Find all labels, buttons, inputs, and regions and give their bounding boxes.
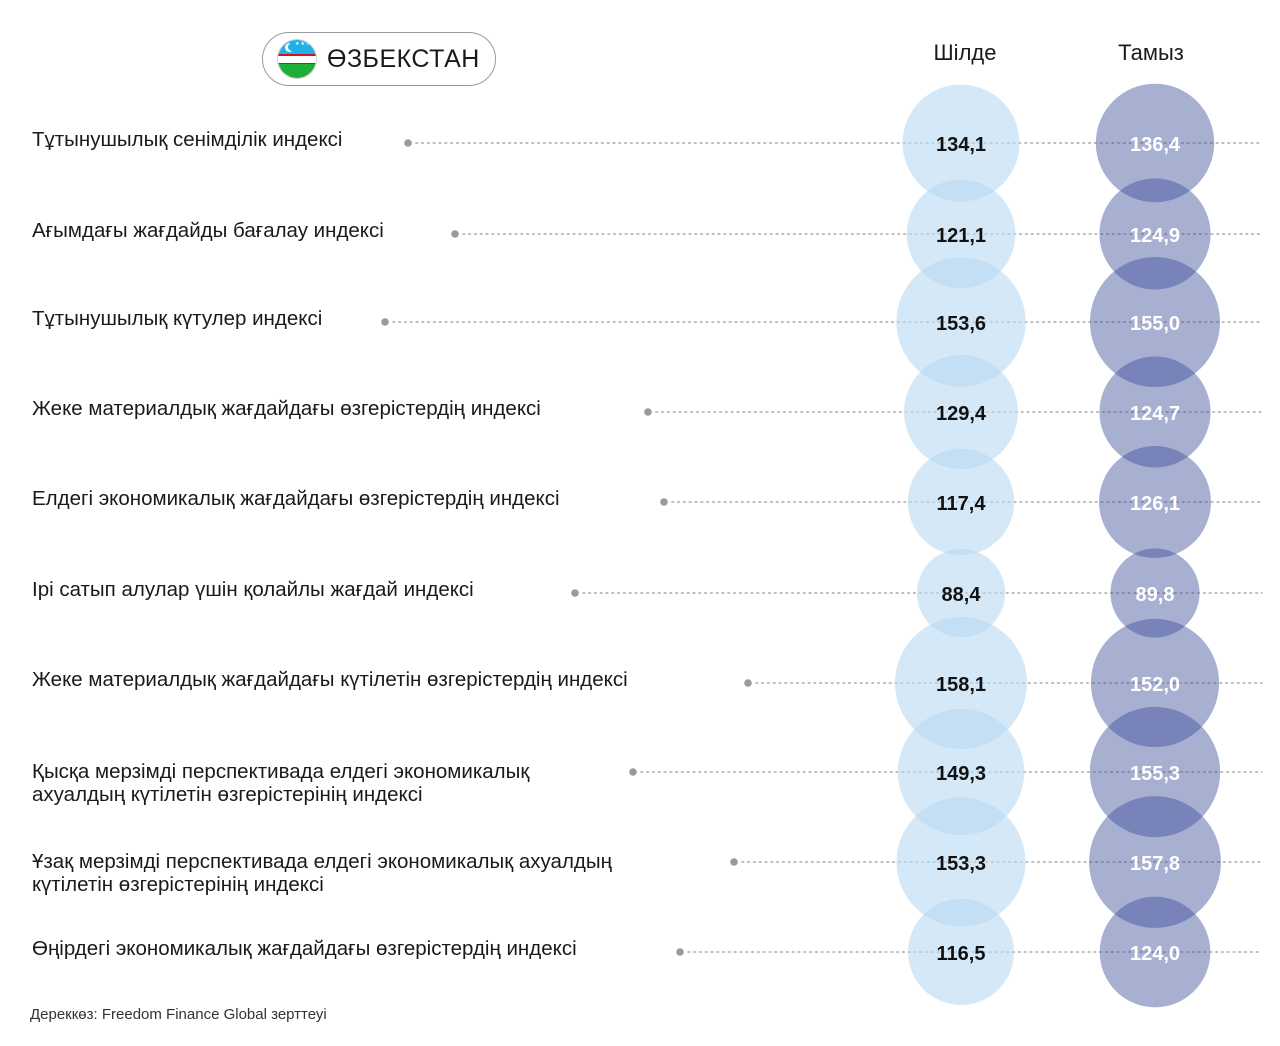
august-bubble [1095, 83, 1215, 203]
category-label: Қысқа мерзімді перспективада елдегі экон… [32, 760, 530, 806]
july-bubble [906, 179, 1016, 289]
leader-dot [451, 230, 459, 238]
july-value-label: 117,4 [937, 493, 987, 515]
july-bubble [896, 797, 1026, 927]
july-value-label: 88,4 [942, 584, 982, 606]
category-label: Ағымдағы жағдайды бағалау индексі [32, 219, 384, 242]
august-bubble [1099, 446, 1211, 558]
august-bubble [1099, 178, 1211, 290]
july-value-label: 129,4 [936, 403, 987, 425]
july-bubble [903, 354, 1019, 470]
category-label: Тұтынушылық сенімділік индексі [32, 128, 343, 151]
category-label: Жеке материалдық жағдайдағы күтілетін өз… [32, 668, 628, 691]
country-badge: ★★★★★★★★★★★★ ӨЗБЕКСТАН [262, 32, 496, 86]
july-value-label: 116,5 [937, 943, 986, 965]
august-bubble [1089, 706, 1221, 838]
july-value-label: 158,1 [936, 674, 986, 696]
august-value-label: 89,8 [1136, 584, 1175, 606]
august-value-label: 124,7 [1130, 403, 1180, 425]
leader-dot [629, 768, 637, 776]
source-note: Дереккөз: Freedom Finance Global зерттеу… [30, 1006, 327, 1023]
august-bubble [1089, 256, 1221, 388]
leader-dot [404, 139, 412, 147]
july-value-label: 153,6 [936, 313, 986, 335]
august-value-label: 152,0 [1130, 674, 1180, 696]
august-value-label: 155,3 [1130, 763, 1180, 785]
july-bubble [907, 448, 1015, 556]
leader-dot [730, 858, 738, 866]
july-value-label: 149,3 [936, 763, 986, 785]
august-bubble [1099, 356, 1211, 468]
leader-dot [744, 679, 752, 687]
country-name: ӨЗБЕКСТАН [327, 45, 480, 73]
leader-dot [676, 948, 684, 956]
august-bubble [1099, 896, 1211, 1008]
column-header-august: Тамыз [1118, 40, 1184, 65]
category-label: Тұтынушылық күтулер индексі [32, 307, 323, 330]
column-header-july: Шілде [933, 40, 997, 65]
category-label: Өңірдегі экономикалық жағдайдағы өзгеріс… [32, 937, 577, 960]
august-value-label: 124,9 [1130, 225, 1180, 247]
july-value-label: 134,1 [936, 134, 986, 156]
august-value-label: 126,1 [1130, 493, 1180, 515]
july-bubble [916, 548, 1006, 638]
august-value-label: 155,0 [1130, 313, 1180, 335]
july-bubble [896, 257, 1026, 387]
uzbekistan-flag-icon: ★★★★★★★★★★★★ [277, 39, 317, 79]
july-bubble [897, 708, 1025, 836]
july-value-label: 153,3 [936, 853, 986, 875]
leader-dot [571, 589, 579, 597]
august-bubble [1090, 618, 1220, 748]
category-label: Ұзақ мерзімді перспективада елдегі эконо… [32, 850, 612, 896]
july-value-label: 121,1 [936, 225, 986, 247]
category-label: Ірі сатып алулар үшін қолайлы жағдай инд… [32, 578, 474, 601]
july-bubble [908, 899, 1014, 1005]
category-label: Елдегі экономикалық жағдайдағы өзгерісте… [32, 487, 560, 510]
july-bubble [902, 84, 1020, 202]
august-bubble [1089, 796, 1221, 928]
august-bubble [1110, 548, 1200, 638]
july-bubble [894, 616, 1028, 750]
leader-dot [660, 498, 668, 506]
category-label: Жеке материалдық жағдайдағы өзгерістерді… [32, 397, 541, 420]
leader-dot [381, 318, 389, 326]
leader-dot [644, 408, 652, 416]
august-value-label: 157,8 [1130, 853, 1180, 875]
august-value-label: 136,4 [1130, 134, 1181, 156]
august-value-label: 124,0 [1130, 943, 1180, 965]
